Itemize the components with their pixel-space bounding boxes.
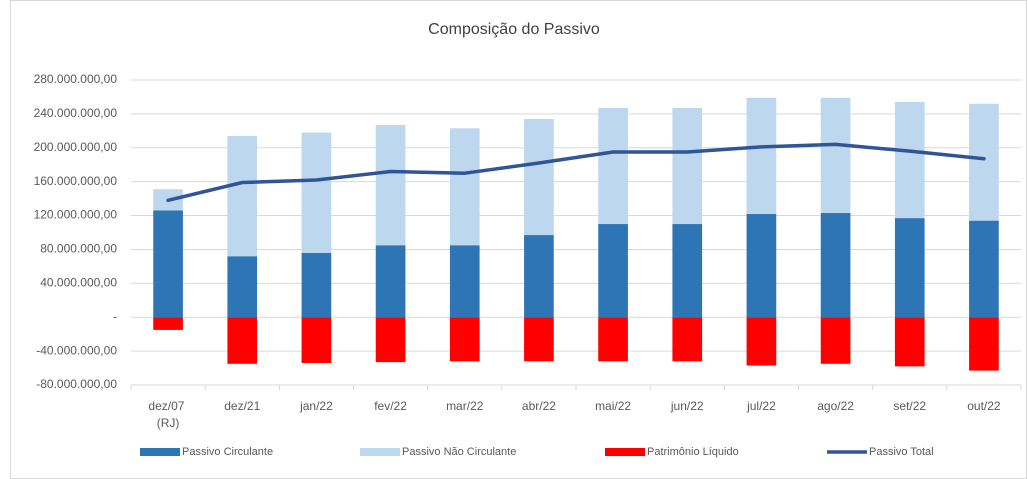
y-tick-label: 40.000.000,00 (40, 276, 117, 290)
bar (449, 317, 480, 362)
legend-marker (605, 448, 645, 456)
chart-title: Composição do Passivo (428, 21, 600, 38)
legend-marker (360, 448, 400, 456)
bar (820, 317, 851, 364)
x-tick-label: mar/22 (446, 399, 484, 413)
bar (524, 235, 554, 318)
bar (524, 317, 554, 362)
bar (746, 97, 777, 214)
bar (746, 213, 777, 318)
x-tick-label: mai/22 (595, 399, 631, 413)
bar (746, 317, 777, 366)
bar (598, 224, 628, 318)
x-tick-label: jun/22 (670, 399, 704, 413)
y-tick-label: 160.000.000,00 (34, 174, 118, 188)
bar (672, 317, 703, 362)
bar (375, 245, 406, 318)
line (166, 142, 986, 203)
bar (449, 245, 480, 318)
legend-label: Passivo Não Circulante (402, 446, 516, 458)
x-tick-label: out/22 (967, 399, 1001, 413)
bar (301, 132, 332, 253)
x-tick-label: abr/22 (522, 399, 556, 413)
bar (672, 107, 703, 225)
legend-marker (140, 448, 180, 456)
x-tick-label: ago/22 (817, 399, 854, 413)
y-tick-label: -40.000.000,00 (36, 343, 117, 357)
x-tick-label: set/22 (893, 399, 926, 413)
y-tick-label: 80.000.000,00 (40, 242, 117, 256)
bar (524, 118, 554, 236)
bar (894, 218, 925, 318)
bar (969, 317, 999, 371)
bar (449, 128, 480, 246)
legend-label: Passivo Circulante (182, 446, 273, 458)
bar (894, 102, 925, 219)
x-tick-label-line: dez/07 (148, 399, 187, 413)
x-tick-label-line: (RJ) (157, 416, 180, 430)
bar (969, 103, 999, 221)
y-tick-label: 120.000.000,00 (34, 208, 118, 222)
bar (301, 252, 332, 318)
x-tick-label: jan/22 (299, 399, 333, 413)
bar (598, 107, 628, 225)
legend-label: Patrimônio Líquido (647, 446, 739, 458)
bar (894, 317, 925, 367)
bar (375, 317, 406, 363)
bar (153, 210, 183, 318)
bar (301, 317, 332, 363)
bar (153, 317, 183, 330)
bar (227, 317, 258, 364)
bar (820, 213, 851, 318)
y-tick-label: 280.000.000,00 (34, 72, 118, 86)
bar (969, 220, 999, 318)
bar (227, 135, 258, 257)
y-tick-label: -80.000.000,00 (36, 377, 117, 391)
bar (375, 124, 406, 246)
bar (672, 224, 703, 318)
bar (598, 317, 628, 362)
y-tick-label: 240.000.000,00 (34, 106, 118, 120)
x-tick-label: fev/22 (374, 399, 407, 413)
x-tick-label: jul/22 (746, 399, 776, 413)
legend-label: Passivo Total (869, 446, 934, 458)
y-tick-label: - (113, 309, 117, 323)
bar (227, 256, 258, 318)
bar (820, 97, 851, 214)
y-tick-label: 200.000.000,00 (34, 140, 118, 154)
x-tick-label: dez/07 (RJ) (148, 399, 187, 430)
x-tick-label: dez/21 (224, 399, 260, 413)
